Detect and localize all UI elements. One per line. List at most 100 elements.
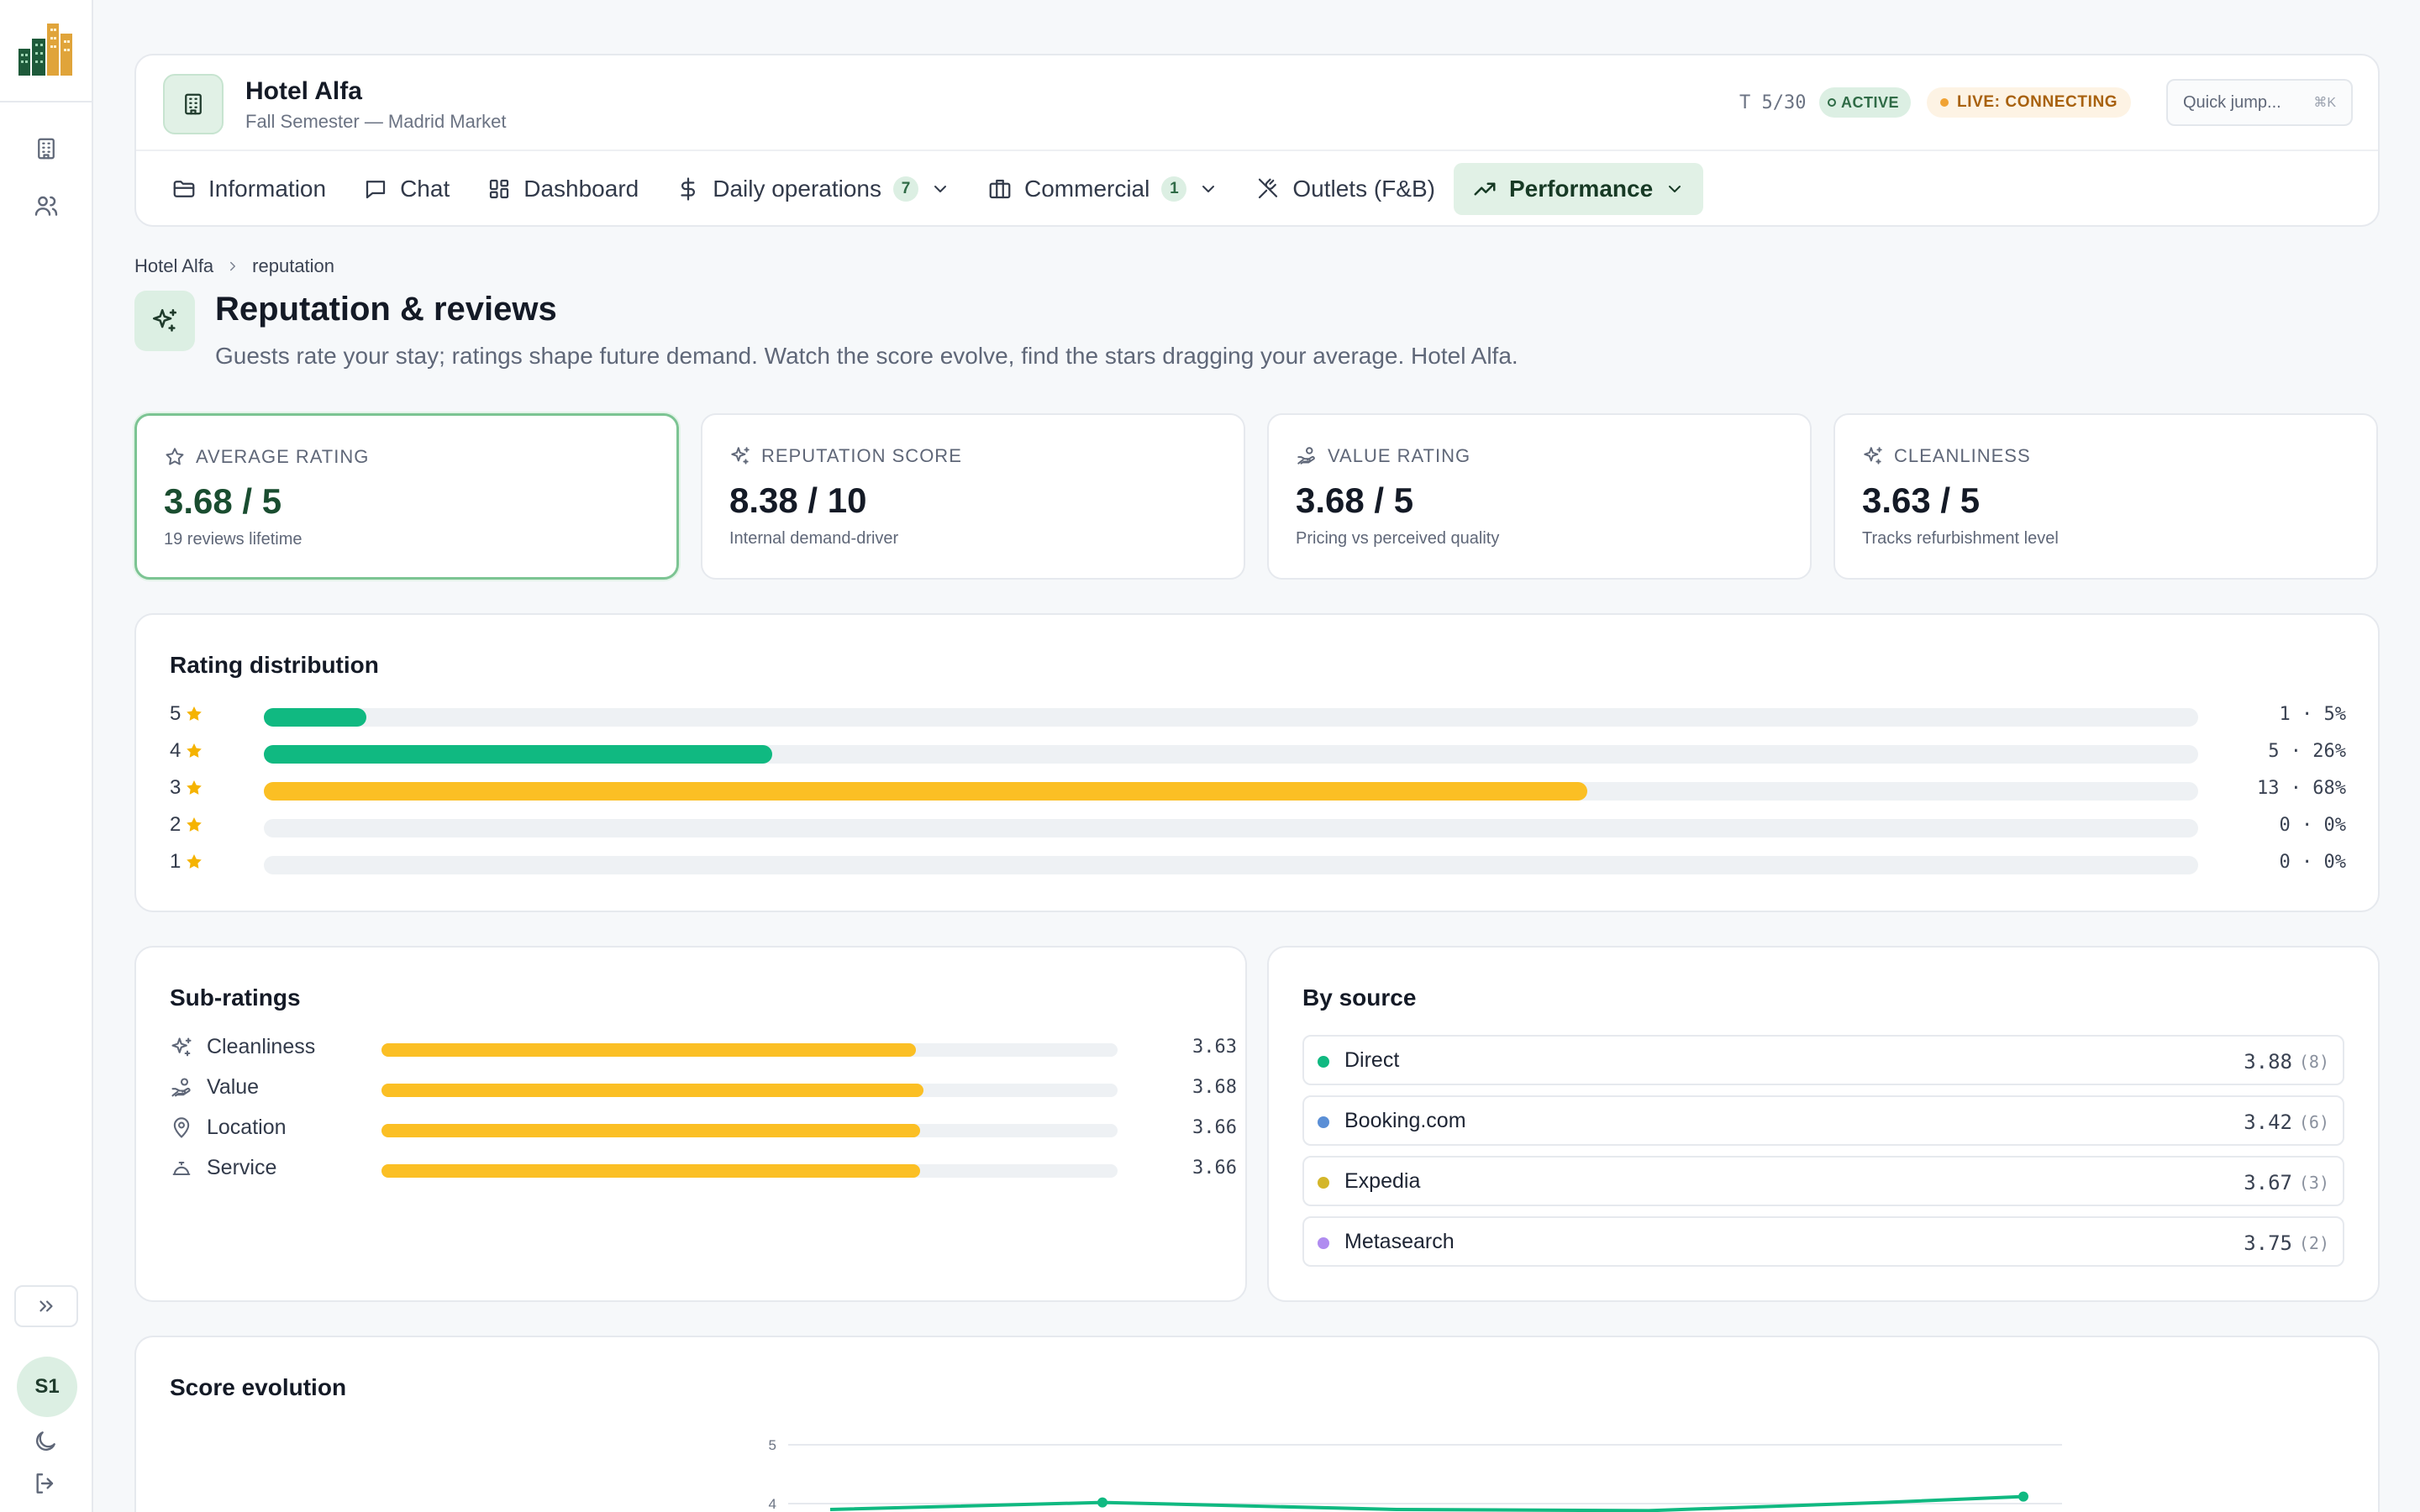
sub-rating-row-cleanliness: Cleanliness 3.63 bbox=[170, 1035, 1237, 1062]
star-icon bbox=[187, 706, 203, 721]
avatar[interactable]: S1 bbox=[17, 1357, 77, 1417]
main-tabs: Information Chat Dashboard Daily operati… bbox=[153, 161, 1704, 217]
tab-performance[interactable]: Performance bbox=[1453, 163, 1704, 215]
source-dot-icon bbox=[1318, 1237, 1329, 1249]
distribution-track bbox=[264, 782, 2198, 801]
score-point[interactable] bbox=[2018, 1491, 2028, 1502]
source-count: (8) bbox=[2298, 1052, 2329, 1072]
hotel-building-icon bbox=[163, 74, 224, 134]
distribution-track bbox=[264, 856, 2198, 874]
star-count-label: 3 bbox=[170, 776, 182, 799]
distribution-bar bbox=[264, 745, 773, 764]
tab-dashboard[interactable]: Dashboard bbox=[468, 163, 657, 215]
source-row-metasearch[interactable]: Metasearch 3.75 (2) bbox=[1302, 1216, 2344, 1267]
source-name: Expedia bbox=[1344, 1169, 1421, 1193]
star-count-label: 4 bbox=[170, 739, 182, 762]
sub-rating-label-row: Service bbox=[170, 1156, 276, 1180]
distribution-star-label: 3 bbox=[170, 776, 204, 800]
tab-label: Information bbox=[208, 176, 327, 202]
kpi-value: 3.63 / 5 bbox=[1862, 480, 1981, 520]
moon-icon[interactable] bbox=[32, 1428, 59, 1455]
users-icon[interactable] bbox=[32, 192, 60, 220]
quick-jump-shortcut: ⌘K bbox=[2313, 96, 2336, 110]
source-row-booking[interactable]: Booking.com 3.42 (6) bbox=[1302, 1095, 2344, 1146]
kpi-note: 19 reviews lifetime bbox=[164, 530, 302, 549]
tab-outlets[interactable]: Outlets (F&B) bbox=[1237, 163, 1454, 215]
tab-label: Chat bbox=[400, 176, 450, 202]
y-tick-label: 4 bbox=[769, 1496, 776, 1512]
sub-rating-label-row: Cleanliness bbox=[170, 1035, 315, 1059]
distribution-row-2: 2 0 · 0% bbox=[170, 813, 2346, 838]
kpi-note: Pricing vs perceived quality bbox=[1296, 529, 1500, 548]
status-badge-label: ACTIVE bbox=[1841, 93, 1900, 111]
distribution-count: 5 · 26% bbox=[2268, 741, 2346, 762]
distribution-count: 13 · 68% bbox=[2257, 778, 2346, 799]
rating-distribution-title: Rating distribution bbox=[170, 652, 379, 678]
sparkles-icon bbox=[1864, 447, 1882, 465]
distribution-count: 0 · 0% bbox=[2279, 852, 2346, 873]
breadcrumb: Hotel Alfa reputation bbox=[134, 255, 334, 277]
sub-rating-label-row: Location bbox=[170, 1116, 287, 1140]
star-icon bbox=[166, 448, 184, 465]
tab-commercial[interactable]: Commercial 1 bbox=[969, 163, 1237, 215]
map-pin-icon bbox=[173, 1116, 190, 1138]
header-divider bbox=[136, 150, 2378, 151]
source-count: (3) bbox=[2298, 1173, 2329, 1193]
logout-icon[interactable] bbox=[32, 1470, 59, 1497]
quick-jump-label: Quick jump... bbox=[2183, 92, 2281, 112]
hand-coins-icon bbox=[1297, 447, 1315, 465]
star-icon bbox=[187, 780, 203, 795]
distribution-track bbox=[264, 819, 2198, 837]
kpi-label-row: VALUE RATING bbox=[1296, 445, 1470, 467]
tab-daily-operations[interactable]: Daily operations 7 bbox=[657, 163, 969, 215]
kpi-value: 8.38 / 10 bbox=[729, 480, 867, 520]
rating-distribution-card: Rating distribution 5 1 · 5% 4 5 · 26% 3 13 ·… bbox=[134, 613, 2380, 912]
distribution-bar bbox=[264, 782, 1587, 801]
source-row-expedia[interactable]: Expedia 3.67 (3) bbox=[1302, 1156, 2344, 1206]
sparkles-icon bbox=[134, 291, 195, 351]
sparkles-icon bbox=[171, 1037, 192, 1056]
distribution-star-label: 2 bbox=[170, 813, 204, 837]
y-tick-label: 5 bbox=[769, 1437, 776, 1453]
kpi-cleanliness[interactable]: CLEANLINESS 3.63 / 5 Tracks refurbishmen… bbox=[1833, 413, 2378, 580]
page-title: Reputation & reviews bbox=[215, 291, 557, 328]
kpi-reputation-score[interactable]: REPUTATION SCORE 8.38 / 10 Internal dema… bbox=[701, 413, 1245, 580]
chevron-down-icon bbox=[1202, 186, 1215, 192]
grid-icon bbox=[490, 179, 509, 199]
live-dot-icon bbox=[1940, 98, 1949, 107]
sub-rating-track bbox=[381, 1043, 1118, 1057]
sub-rating-value: 3.68 bbox=[1192, 1077, 1237, 1098]
distribution-star-label: 1 bbox=[170, 850, 204, 874]
score-point[interactable] bbox=[1097, 1497, 1107, 1508]
tab-information[interactable]: Information bbox=[153, 163, 345, 215]
sub-rating-label: Service bbox=[207, 1156, 277, 1179]
tab-count-badge: 7 bbox=[893, 176, 918, 202]
tab-label: Outlets (F&B) bbox=[1292, 176, 1435, 202]
bell-icon bbox=[172, 1161, 191, 1175]
tab-chat[interactable]: Chat bbox=[345, 163, 468, 215]
by-source-title: By source bbox=[1302, 984, 1417, 1011]
sub-rating-value: 3.63 bbox=[1192, 1037, 1237, 1058]
source-row-direct[interactable]: Direct 3.88 (8) bbox=[1302, 1035, 2344, 1085]
kpi-note: Internal demand-driver bbox=[729, 529, 899, 548]
app-logo[interactable] bbox=[17, 20, 76, 79]
briefcase-icon bbox=[989, 179, 1011, 199]
sub-rating-value: 3.66 bbox=[1192, 1117, 1237, 1138]
kpi-label: CLEANLINESS bbox=[1894, 445, 2031, 466]
source-count: (6) bbox=[2298, 1112, 2329, 1132]
kpi-average-rating[interactable]: AVERAGE RATING 3.68 / 5 19 reviews lifet… bbox=[134, 413, 679, 580]
sub-rating-track bbox=[381, 1164, 1118, 1178]
sub-rating-fill bbox=[381, 1043, 916, 1057]
sub-rating-label-row: Value bbox=[170, 1075, 259, 1100]
kpi-value-rating[interactable]: VALUE RATING 3.68 / 5 Pricing vs perceiv… bbox=[1267, 413, 1812, 580]
distribution-bar bbox=[264, 708, 366, 727]
kpi-label: VALUE RATING bbox=[1328, 445, 1471, 466]
score-evolution-chart: 54 bbox=[769, 1437, 2062, 1512]
quick-jump-button[interactable]: Quick jump... ⌘K bbox=[2166, 79, 2353, 126]
building-icon[interactable] bbox=[32, 134, 60, 163]
breadcrumb-link-hotel[interactable]: Hotel Alfa bbox=[134, 255, 214, 276]
kpi-value: 3.68 / 5 bbox=[164, 481, 282, 521]
source-name: Direct bbox=[1344, 1048, 1400, 1072]
star-count-label: 1 bbox=[170, 850, 182, 873]
expand-sidebar-button[interactable] bbox=[14, 1285, 78, 1327]
